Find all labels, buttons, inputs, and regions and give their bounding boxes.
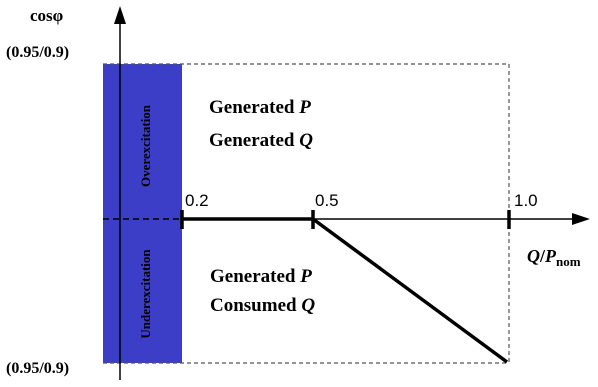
upper-region-line2: Generated Q	[209, 130, 313, 151]
x-axis-label: Q/Pnom	[527, 246, 581, 269]
tick-label-0.2: 0.2	[185, 191, 209, 210]
overexcitation-label: Overexcitation	[138, 104, 153, 187]
lower-line2-prefix: Consumed	[210, 295, 301, 316]
y-axis-top-value: (0.95/0.9)	[6, 44, 69, 61]
lower-line1-var: P	[299, 266, 312, 287]
lower-region-line2: Consumed Q	[210, 295, 315, 316]
x-axis-arrow	[572, 213, 590, 225]
upper-line1-var: P	[298, 97, 311, 118]
y-axis-label: cosφ	[30, 6, 64, 25]
underexcitation-label: Underexcitation	[138, 249, 153, 339]
x-axis-label-sub: nom	[556, 254, 581, 269]
upper-line2-var: Q	[299, 130, 313, 151]
upper-line1-prefix: Generated	[209, 97, 299, 118]
lower-line1-prefix: Generated	[210, 266, 300, 287]
lower-region-line1: Generated P	[210, 266, 312, 287]
upper-region-line1: Generated P	[209, 97, 311, 118]
tick-label-1.0: 1.0	[514, 191, 538, 210]
upper-line2-prefix: Generated	[209, 130, 299, 151]
y-axis-bottom-value: (0.95/0.9)	[6, 360, 69, 377]
characteristic-line	[182, 219, 507, 362]
lower-line2-var: Q	[301, 295, 315, 316]
x-axis-label-q: Q	[527, 246, 540, 266]
y-axis-arrow	[114, 6, 126, 24]
tick-label-0.5: 0.5	[315, 191, 339, 210]
